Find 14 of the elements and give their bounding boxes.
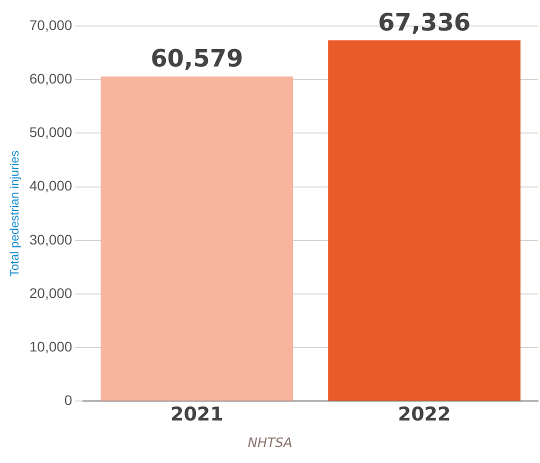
y-tick-label: 60,000: [29, 70, 72, 86]
x-tick-label: 2022: [398, 404, 451, 426]
y-tick-label: 40,000: [29, 178, 72, 194]
y-tick-label: 30,000: [29, 231, 72, 248]
data-label: 60,579: [150, 44, 244, 73]
y-axis-title: Total pedestrian injuries: [8, 150, 22, 277]
y-tick-label: 50,000: [29, 124, 72, 140]
y-tick-label: 0: [64, 392, 72, 408]
y-tick-label: 70,000: [29, 16, 72, 33]
text: NHTSA: [246, 436, 294, 451]
x-tick-label: 2021: [170, 404, 224, 426]
data-label: 67,336: [378, 8, 471, 37]
y-tick-label: 20,000: [29, 284, 72, 301]
y-tick-label: 10,000: [29, 338, 72, 354]
